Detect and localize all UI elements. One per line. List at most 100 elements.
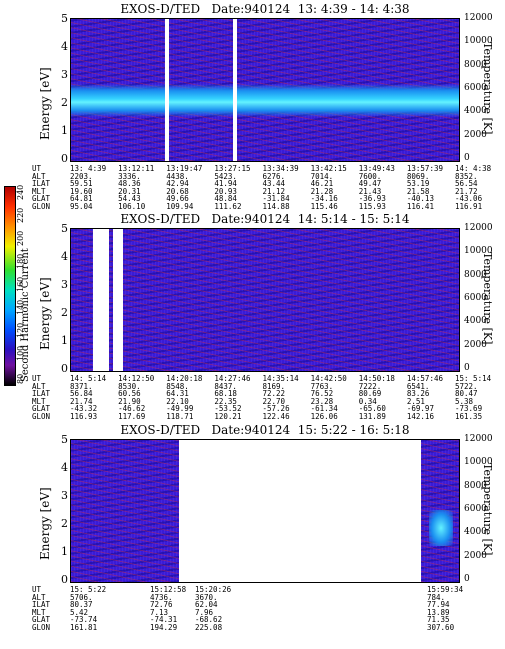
ephemeris-row-label: ALT [32, 381, 46, 391]
ephemeris-value: 13:12:11 [118, 164, 155, 173]
ephemeris-value: 115.46 [310, 202, 338, 211]
ephemeris-value: -43.06 [455, 194, 483, 204]
ephemeris-value: -61.34 [310, 404, 338, 414]
ephemeris-row-label: GLAT [32, 194, 51, 204]
ephemeris-value: 784. [427, 592, 446, 602]
y-tick-label: 4 [61, 250, 68, 263]
y2-tick-label: 0 [464, 574, 470, 584]
panel-1-data-gap [233, 19, 237, 161]
ephemeris-value: 46.21 [310, 179, 334, 189]
ephemeris-value: 13:57:39 [406, 164, 443, 173]
ephemeris-value: 68.18 [214, 389, 237, 399]
ephemeris-value: 80.47 [455, 389, 478, 399]
ephemeris-value: 7600. [358, 171, 382, 181]
ephemeris-value: 131.89 [358, 412, 386, 421]
ephemeris-value: 71.35 [427, 615, 450, 625]
ephemeris-value: 120.21 [214, 412, 242, 421]
ephemeris-value: 14:35:14 [262, 374, 299, 383]
y2-tick-label: 6000 [464, 293, 487, 303]
y-tick-label: 2 [61, 517, 68, 530]
ephemeris-value: 49.47 [358, 179, 382, 189]
ephemeris-value: 14:42:50 [310, 374, 347, 383]
panel-3-plot [70, 439, 460, 583]
ephemeris-value: 118.71 [166, 412, 194, 421]
ephemeris-value: 48.36 [118, 179, 141, 189]
ephemeris-value: 22.70 [262, 396, 286, 406]
colorbar-label: Second Harmonic Current [20, 248, 31, 382]
ephemeris-value: -34.16 [310, 194, 338, 204]
ephemeris-value: 13:42:15 [310, 164, 347, 173]
ephemeris-value: 5423. [214, 171, 237, 181]
ephemeris-value: 4736. [150, 592, 173, 602]
panel-1-data-gap [165, 19, 169, 161]
y2-tick-label: 6000 [464, 83, 487, 93]
ephemeris-value: 21.58 [406, 186, 430, 196]
ephemeris-row-label: MLT [32, 396, 46, 406]
ephemeris-value: 3670. [195, 592, 218, 602]
ephemeris-value: 72.76 [150, 600, 173, 610]
colorbar-tick-label: 200 [16, 230, 25, 246]
ephemeris-value: -73.69 [455, 404, 483, 414]
ephemeris-value: 14:50:18 [358, 374, 395, 383]
ephemeris-value: 80.69 [358, 389, 382, 399]
ephemeris-value: 7.96 [195, 607, 214, 617]
ephemeris-value: -69.97 [406, 404, 434, 414]
ephemeris-value: -65.60 [358, 404, 386, 414]
y2-tick-label: 4000 [464, 316, 487, 327]
ephemeris-value: 20.31 [118, 186, 141, 196]
ephemeris-value: 21.28 [310, 186, 334, 196]
y-tick-label: 5 [61, 12, 68, 25]
ephemeris-value: 2.51 [406, 396, 425, 406]
y-tick-label: 5 [61, 433, 68, 446]
ephemeris-value: 21.74 [70, 396, 93, 406]
panel-3-ylabel: Energy [eV] [38, 487, 52, 560]
ephemeris-value: 20.68 [166, 186, 189, 196]
y-tick-label: 4 [61, 461, 68, 474]
ephemeris-value: 77.94 [427, 600, 450, 610]
ephemeris-value: 59.51 [70, 179, 93, 189]
ephemeris-value: 3336. [118, 171, 141, 181]
ephemeris-value: 15: 5:14 [455, 374, 492, 383]
ephemeris-value: 8530. [118, 381, 141, 391]
ephemeris-row-label: ALT [32, 171, 46, 181]
ephemeris-value: -31.84 [262, 194, 290, 204]
ephemeris-value: 54.43 [118, 194, 141, 204]
ephemeris-row-label: MLT [32, 186, 46, 196]
ephemeris-value: 13.89 [427, 607, 450, 617]
ephemeris-value: 126.06 [310, 412, 338, 421]
ephemeris-value: 23.28 [310, 396, 334, 406]
panel-2-spectrogram [71, 229, 459, 371]
y2-tick-label: 10000 [464, 246, 493, 257]
ephemeris-value: 161.35 [455, 412, 483, 421]
y2-tick-label: 2000 [464, 339, 487, 350]
ephemeris-value: 53.19 [406, 179, 430, 189]
ephemeris-value: 42.94 [166, 179, 189, 189]
panel-2-plot [70, 228, 460, 372]
ephemeris-value: 15:12:58 [150, 585, 187, 594]
ephemeris-value: -49.99 [166, 404, 194, 414]
ephemeris-value: 6541. [406, 381, 430, 391]
y2-tick-label: 12000 [464, 223, 493, 233]
ephemeris-value: 22.10 [166, 396, 189, 406]
ephemeris-value: 14:12:50 [118, 374, 155, 383]
ephemeris-value: 194.29 [150, 623, 178, 632]
ephemeris-value: 14:57:46 [406, 374, 443, 383]
panel-2-data-gap [93, 229, 109, 371]
ephemeris-value: 72.22 [262, 389, 286, 399]
ephemeris-value: 0.34 [358, 396, 377, 406]
ephemeris-value: 21.90 [118, 396, 141, 406]
panel-1-title: EXOS-D/TED Date:940124 13: 4:39 - 14: 4:… [120, 2, 410, 16]
ephemeris-value: 7014. [310, 171, 334, 181]
ephemeris-value: 116.41 [406, 202, 434, 211]
ephemeris-row-label: MLT [32, 607, 46, 617]
ephemeris-value: 117.69 [118, 412, 146, 421]
y2-tick-label: 6000 [464, 504, 487, 514]
ephemeris-value: 8371. [70, 381, 93, 391]
ephemeris-value: 111.62 [214, 202, 242, 211]
ephemeris-value: 56.84 [70, 389, 93, 399]
ephemeris-row-label: UT [32, 585, 42, 594]
panel-3-blob [429, 510, 453, 546]
ephemeris-value: 14: 5:14 [70, 374, 107, 383]
y2-tick-label: 12000 [464, 13, 493, 23]
ephemeris-value: 2203. [70, 171, 93, 181]
